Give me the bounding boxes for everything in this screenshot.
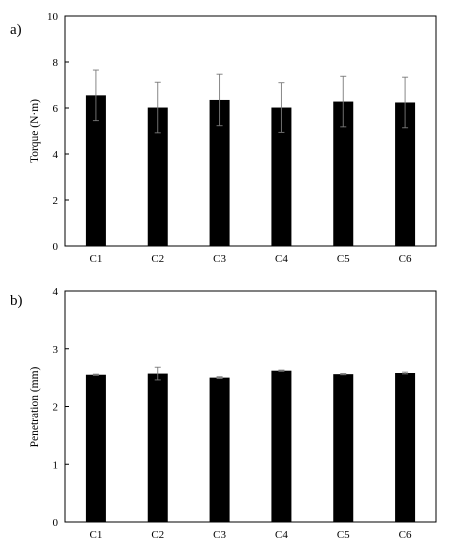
error-bar-a-c3 (216, 73, 223, 127)
y-tick-label-a-3: 6 (53, 103, 59, 115)
bar-b-c4 (271, 370, 292, 522)
x-tick-label-a-c3: C3 (213, 253, 226, 265)
torque-chart: a) Torque (N·m) 0 2 4 6 8 10 C1 C2 C3 C4 C5 C6 (10, 11, 437, 265)
y-axis-label-b: Penetration (mm) (29, 366, 41, 447)
y-tick-label-b-3: 3 (53, 344, 59, 356)
x-tick-label-b-c3: C3 (213, 529, 226, 541)
bar-b-c6 (395, 373, 416, 522)
error-bar-a-c5 (340, 75, 347, 128)
y-tick-label-b-0: 0 (53, 517, 59, 529)
panel-label-a: a) (10, 22, 22, 38)
bar-a-c3 (209, 99, 230, 246)
penetration-chart: b) Penetration (mm) 0 1 2 3 4 C1 C2 C3 C4 C5 C6 (10, 286, 437, 541)
bar-a-c2 (147, 107, 168, 246)
plot-frame-a (64, 15, 437, 247)
x-tick-label-b-c5: C5 (337, 529, 350, 541)
x-tick-label-b-c1: C1 (89, 529, 102, 541)
y-tick-label-a-5: 10 (47, 11, 59, 23)
y-tick-label-b-4: 4 (53, 286, 59, 298)
error-bar-b-c1 (92, 373, 99, 376)
y-tick-label-a-0: 0 (53, 241, 59, 253)
error-bar-a-c2 (154, 81, 161, 134)
error-bar-b-c5 (340, 373, 347, 376)
bar-b-c3 (209, 377, 230, 522)
x-tick-label-a-c2: C2 (151, 253, 164, 265)
y-tick-label-a-4: 8 (53, 57, 59, 69)
bar-a-c6 (395, 102, 416, 246)
bar-a-c4 (271, 107, 292, 246)
x-tick-label-a-c4: C4 (275, 253, 288, 265)
x-tick-label-b-c2: C2 (151, 529, 164, 541)
bar-a-c1 (85, 95, 106, 246)
bar-b-c2 (147, 373, 168, 522)
error-bar-a-c1 (92, 69, 99, 122)
x-tick-label-b-c6: C6 (399, 529, 412, 541)
bar-b-c5 (333, 374, 354, 522)
plot-area-b: 0 1 2 3 4 C1 C2 C3 C4 C5 C6 (53, 286, 437, 541)
x-tick-label-a-c6: C6 (399, 253, 412, 265)
y-tick-label-b-2: 2 (53, 402, 59, 414)
bar-b-c1 (85, 374, 106, 522)
error-bar-b-c3 (216, 376, 223, 379)
x-tick-label-b-c4: C4 (275, 529, 288, 541)
panel-label-b: b) (10, 293, 23, 309)
y-tick-label-b-1: 1 (53, 459, 59, 471)
y-tick-label-a-2: 4 (53, 149, 59, 161)
plot-area-a: 0 2 4 6 8 10 C1 C2 C3 C4 C5 C6 (47, 11, 437, 265)
error-bar-b-c2 (154, 366, 161, 381)
error-bar-a-c6 (402, 76, 409, 129)
x-tick-label-a-c1: C1 (89, 253, 102, 265)
error-bar-b-c6 (402, 371, 409, 375)
x-tick-label-a-c5: C5 (337, 253, 350, 265)
bar-a-c5 (333, 101, 354, 246)
y-tick-label-a-1: 2 (53, 195, 59, 207)
error-bar-a-c4 (278, 82, 285, 133)
y-axis-label-a: Torque (N·m) (29, 99, 41, 163)
error-bar-b-c4 (278, 369, 285, 372)
plot-frame-b (64, 290, 437, 523)
